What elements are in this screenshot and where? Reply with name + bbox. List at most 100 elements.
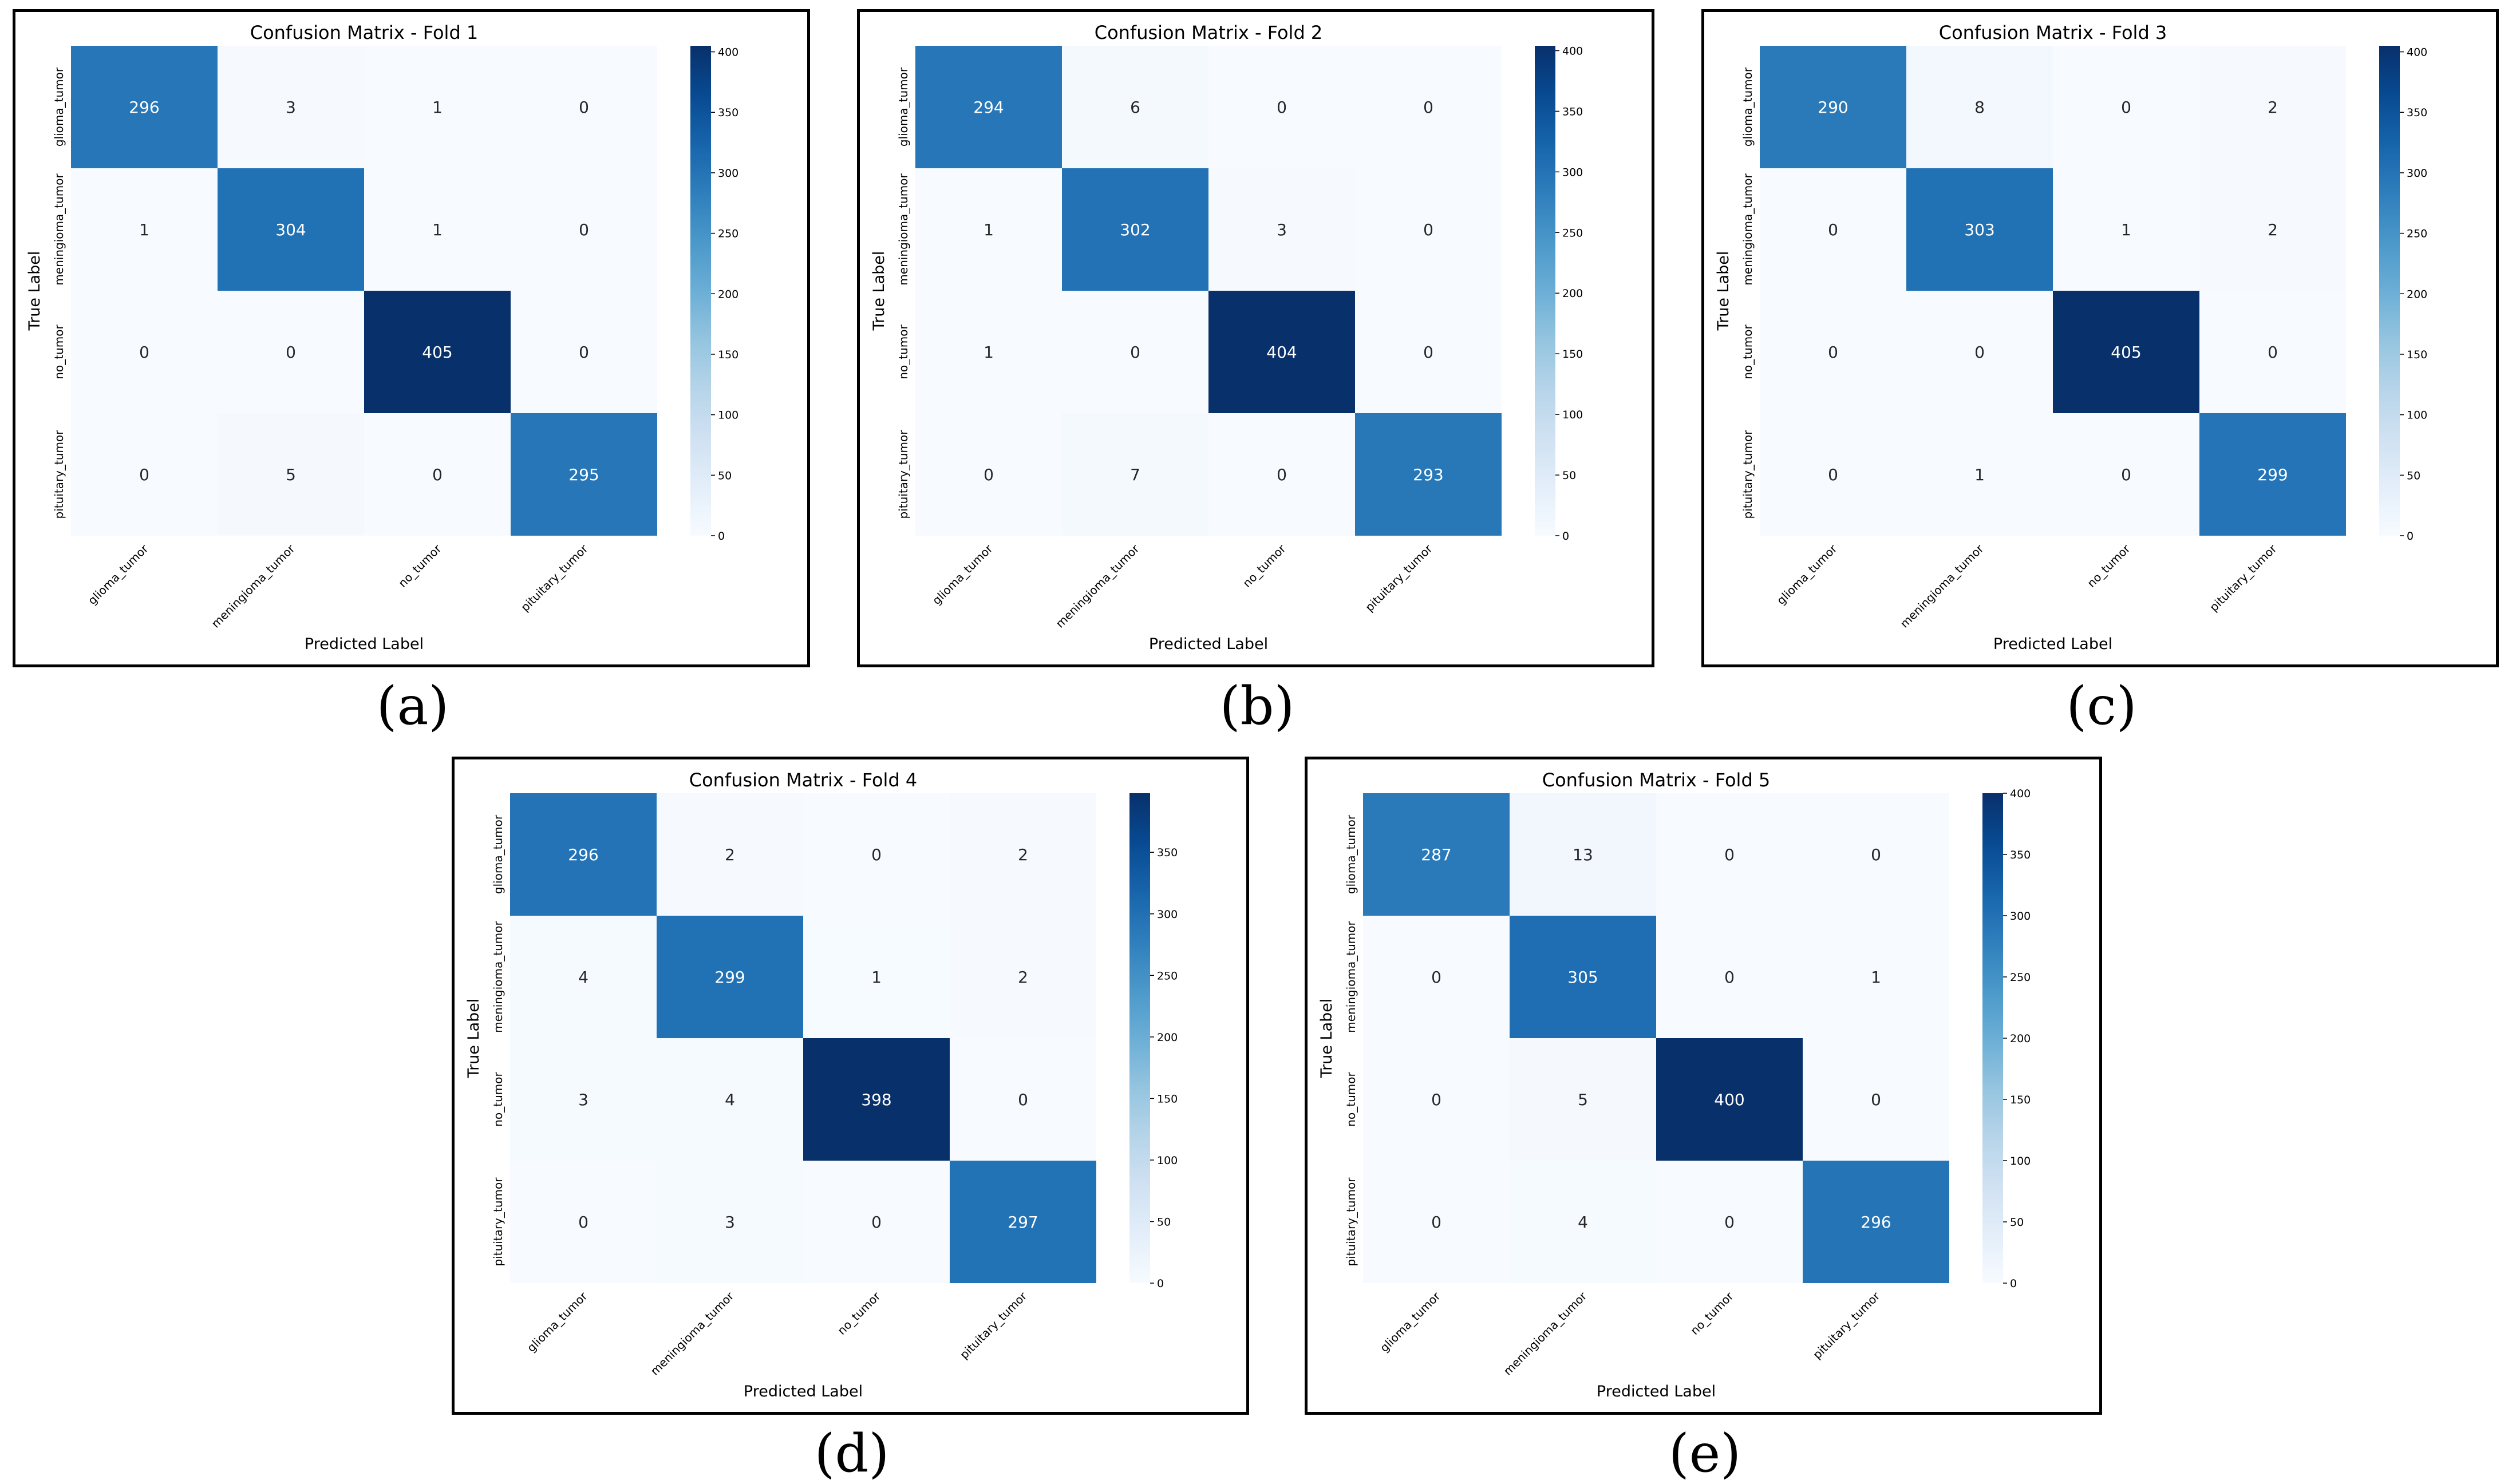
cell-value-label: 299 [714,968,745,987]
colorbar-tick-label: 300 [1562,166,1583,179]
y-tick-label: glioma_tumor [491,814,505,894]
y-tick-label: meningioma_tumor [52,173,66,286]
y-axis-label: True Label [870,251,888,331]
heatmap-cell [1760,46,1906,168]
cell-value-label: 0 [139,465,149,484]
colorbar-tick-label: 50 [2010,1216,2024,1229]
heatmap-cell [1803,916,1949,1038]
heatmap-cell [364,46,511,168]
heatmap-cell [218,413,364,536]
x-tick-label: meningioma_tumor [208,541,298,631]
caption-b: (b) [1219,675,1295,737]
chart-title: Confusion Matrix - Fold 2 [1095,22,1323,43]
y-tick-label: meningioma_tumor [896,173,910,286]
x-tick-label: no_tumor [396,541,444,590]
cell-value-label: 1 [2121,220,2131,239]
cell-value-label: 0 [871,845,882,864]
cell-value-label: 305 [1567,968,1598,987]
heatmap-cell [1510,916,1656,1038]
colorbar-tick-label: 250 [1562,227,1583,239]
heatmap-cell [1363,1038,1510,1161]
caption-e: (e) [1668,1423,1741,1484]
heatmap-cell [1363,916,1510,1038]
heatmap-cell [1906,46,2053,168]
cell-value-label: 0 [1431,1213,1441,1232]
confusion-matrix-panel-fold-5: Confusion Matrix - Fold 5 287 13 0 0 0 305 0 1 0 5… [1305,757,2102,1415]
colorbar-tick-label: 350 [2010,849,2031,861]
cell-value-label: 297 [1008,1213,1038,1232]
cell-value-label: 13 [1573,845,1593,864]
cell-value-label: 303 [1964,220,1994,239]
colorbar-tick-label: 0 [2407,530,2414,543]
heatmap-cell [1208,413,1355,536]
cell-value-label: 0 [1828,465,1838,484]
cell-value-label: 0 [432,465,443,484]
colorbar [1129,793,1150,1283]
cell-value-label: 0 [1130,343,1140,362]
heatmap-cell [218,291,364,413]
chart-title: Confusion Matrix - Fold 3 [1939,22,2167,43]
cell-value-label: 7 [1130,465,1140,484]
heatmap-cell [1355,168,1502,291]
cell-value-label: 0 [1724,1213,1735,1232]
heatmap-cell [71,291,218,413]
cell-value-label: 296 [129,98,159,117]
cell-value-label: 295 [568,465,599,484]
colorbar-tick-label: 400 [2407,46,2427,59]
cell-value-label: 0 [578,1213,588,1232]
cell-value-label: 3 [286,98,296,117]
chart-title: Confusion Matrix - Fold 1 [250,22,479,43]
cell-value-label: 8 [1974,98,1985,117]
y-axis-label: True Label [1318,999,1336,1079]
y-tick-label: pituitary_tumor [1344,1177,1358,1267]
colorbar-tick-label: 200 [1157,1031,1178,1044]
cell-value-label: 2 [2268,98,2278,117]
cell-value-label: 0 [1431,1090,1441,1109]
cell-value-label: 0 [1431,968,1441,987]
x-tick-label: meningioma_tumor [1053,541,1142,631]
heatmap-cell [1760,168,1906,291]
heatmap-cell [510,793,657,916]
colorbar-tick-label: 250 [718,228,738,240]
heatmap-cell [1656,916,1803,1038]
confusion-matrix-panel-fold-2: Confusion Matrix - Fold 2 294 6 0 0 1 302 3 0 1 0 4… [857,9,1654,667]
cell-value-label: 296 [1861,1213,1891,1232]
caption-c: (c) [2066,675,2137,737]
heatmap-cell [915,413,1062,536]
y-tick-label: glioma_tumor [1741,67,1755,147]
heatmap-cell [218,46,364,168]
colorbar-tick-label: 150 [2010,1094,2031,1106]
heatmap-cell [1803,1038,1949,1161]
colorbar-tick-label: 400 [2010,787,2031,800]
colorbar-tick-label: 100 [2010,1155,2031,1168]
y-axis-label: True Label [26,251,44,331]
colorbar-tick-label: 0 [1157,1277,1164,1290]
colorbar [1982,793,2003,1283]
heatmap-cell [803,1038,950,1161]
chart-title: Confusion Matrix - Fold 4 [689,769,918,791]
colorbar-tick-label: 250 [1157,969,1178,982]
cell-value-label: 296 [568,845,598,864]
y-tick-label: glioma_tumor [896,67,910,147]
x-axis-label: Predicted Label [1149,635,1268,653]
heatmap-cell [71,413,218,536]
heatmap-cell [1760,291,1906,413]
heatmap-cell [1062,413,1208,536]
heatmap-cell [2199,291,2346,413]
colorbar-tick-label: 50 [718,469,732,482]
heatmap-cell [1656,793,1803,916]
heatmap-cell [1355,413,1502,536]
colorbar-tick-label: 200 [1562,287,1583,300]
heatmap-cell [1355,291,1502,413]
heatmap-cell [511,413,657,536]
heatmap-cell [1062,291,1208,413]
cell-value-label: 290 [1818,98,1848,117]
cell-value-label: 4 [578,968,588,987]
x-tick-label: pituitary_tumor [1362,541,1435,614]
y-tick-label: no_tumor [52,324,66,379]
cell-value-label: 398 [861,1090,891,1109]
y-tick-label: pituitary_tumor [491,1177,505,1267]
heatmap-cell [1208,168,1355,291]
heatmap-cell [915,46,1062,168]
